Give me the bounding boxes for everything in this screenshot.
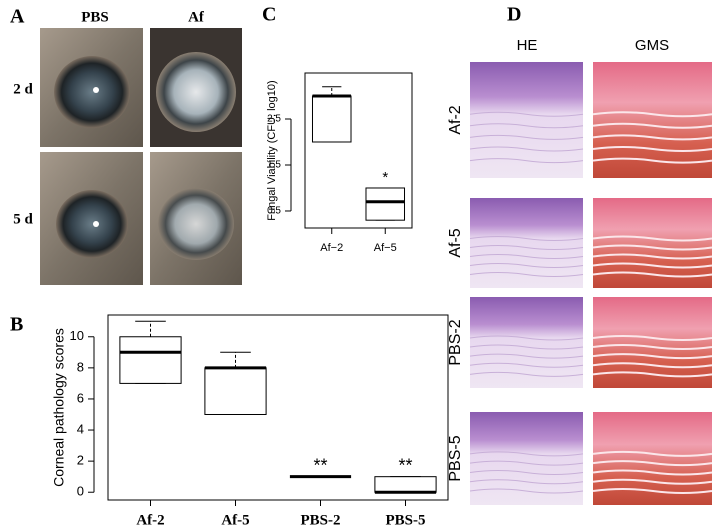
eye-photo: [40, 152, 143, 285]
x-tick-label: Af−5: [374, 242, 397, 254]
tissue-fiber: [592, 146, 713, 152]
tissue-fiber: [592, 488, 713, 495]
y-tick-label: 2: [77, 453, 84, 468]
y-tick-label: 2.5: [267, 114, 281, 125]
y-tick-label: 6: [77, 390, 84, 405]
tissue-fiber: [592, 371, 713, 378]
box: [204, 367, 267, 415]
significance: *: [382, 169, 388, 186]
y-tick-label: 0: [77, 484, 84, 499]
significance: **: [313, 455, 327, 475]
tissue-fiber: [469, 272, 584, 277]
tissue-fiber: [592, 235, 713, 242]
y-axis-label: Corneal pathology scores: [51, 328, 67, 487]
row-label: PBS-5: [447, 435, 464, 481]
plot-frame: [107, 314, 449, 501]
significance: **: [398, 455, 412, 475]
x-tick-label: Af−2: [320, 242, 343, 254]
tissue-fiber: [592, 111, 713, 118]
tissue-fiber: [469, 134, 584, 140]
tissue-fiber: [469, 353, 584, 359]
tissue-fiber: [469, 362, 584, 368]
row-label: Af-2: [447, 105, 464, 134]
y-tick-label: 0.5: [267, 206, 281, 217]
panel-label: C: [262, 4, 276, 26]
tissue-fiber: [469, 254, 584, 259]
panel-label: B: [10, 314, 23, 336]
y-tick-label: 10: [70, 328, 84, 343]
tissue-fiber: [592, 271, 713, 278]
tissue-fiber: [592, 469, 713, 476]
tissue-fiber: [469, 111, 584, 117]
tissue-fiber: [469, 371, 584, 377]
tissue-fiber: [592, 334, 713, 341]
column-label: HE: [517, 37, 538, 54]
tissue-fiber: [592, 362, 713, 369]
y-tick-label: 1.5: [267, 160, 281, 171]
tissue-fiber: [469, 158, 584, 164]
y-tick-label: 8: [77, 359, 84, 374]
tissue-fiber: [469, 469, 584, 475]
tissue-fiber: [469, 344, 584, 350]
box: [119, 336, 182, 384]
box: [374, 476, 437, 493]
tissue-fiber: [592, 262, 713, 269]
column-label: GMS: [635, 37, 669, 54]
x-tick-label: PBS-2: [300, 512, 340, 528]
tissue-fiber: [469, 479, 584, 485]
tissue-fiber: [469, 451, 584, 457]
x-tick-label: Af-2: [136, 512, 164, 528]
row-label: Af-5: [447, 228, 464, 257]
panel-label: A: [10, 6, 25, 28]
eye-photo: [150, 152, 242, 285]
tissue-fiber: [592, 253, 713, 260]
tissue-fiber: [592, 157, 713, 164]
tissue-fiber: [592, 353, 713, 360]
tissue-fiber: [592, 134, 713, 141]
tissue-fiber: [592, 460, 713, 467]
tissue-fiber: [592, 244, 713, 251]
panel-a: A PBS Af 2 d 5 d: [10, 6, 242, 285]
box: [365, 187, 406, 221]
column-label: Af: [188, 9, 205, 25]
y-axis-label: Fungal Viability (CFU, log10): [266, 80, 278, 220]
tissue-fiber: [592, 450, 713, 457]
tissue-fiber: [592, 344, 713, 351]
tissue-fiber: [592, 122, 713, 129]
tissue-fiber: [469, 245, 584, 250]
tissue-fiber: [469, 146, 584, 152]
tissue-fiber: [469, 488, 584, 494]
column-label: PBS: [81, 9, 109, 25]
x-tick-label: PBS-5: [385, 512, 425, 528]
tissue-fiber: [469, 123, 584, 129]
panel-label: D: [507, 4, 521, 26]
tissue-fiber: [469, 460, 584, 466]
plot-frame: [304, 72, 413, 229]
panel-d: D HE GMS: [507, 4, 669, 54]
row-label: 5 d: [13, 211, 33, 227]
tissue-fiber: [469, 236, 584, 241]
x-tick-label: Af-5: [221, 512, 249, 528]
row-label: PBS-2: [447, 319, 464, 365]
box: [311, 95, 352, 143]
tissue-fiber: [592, 478, 713, 485]
tissue-fiber: [469, 263, 584, 268]
eye-photo: [150, 28, 242, 147]
tissue-fiber: [469, 335, 584, 341]
row-label: 2 d: [13, 81, 33, 97]
eye-photo: [40, 28, 143, 147]
y-tick-label: 4: [77, 421, 84, 436]
